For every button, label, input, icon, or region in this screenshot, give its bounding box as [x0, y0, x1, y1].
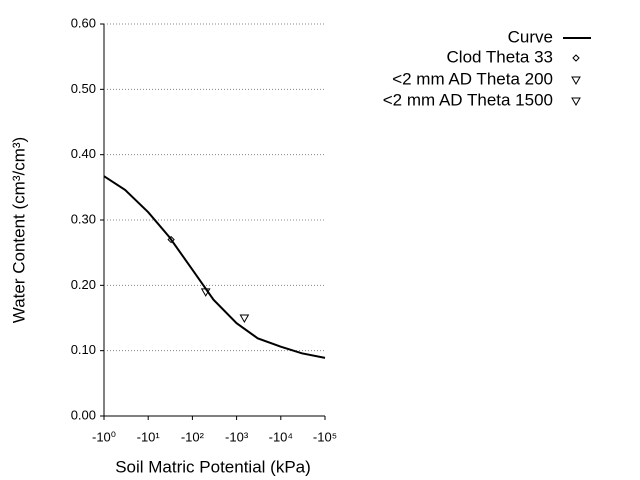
- y-tick-label: 0.50: [71, 81, 96, 96]
- data-point: [200, 288, 211, 297]
- legend-marker: [572, 54, 580, 62]
- x-tick-label: -10²: [181, 429, 205, 444]
- x-tick-label: -10⁵: [313, 429, 337, 444]
- legend-label: Clod Theta 33: [447, 47, 553, 66]
- y-tick-label: 0.30: [71, 211, 96, 226]
- legend-marker: [571, 97, 581, 107]
- data-point: [239, 314, 250, 324]
- x-tick-label: -10⁴: [269, 429, 293, 444]
- x-tick-label: -10¹: [137, 429, 161, 444]
- x-axis-label: Soil Matric Potential (kPa): [115, 457, 311, 476]
- curve: [103, 175, 326, 359]
- x-tick-label: -10⁰: [92, 429, 116, 444]
- legend-label: <2 mm AD Theta 1500: [383, 90, 553, 109]
- y-tick-label: 0.00: [71, 407, 96, 422]
- x-tick-label: -10³: [225, 429, 249, 444]
- y-tick-label: 0.20: [71, 277, 96, 292]
- legend-marker: [571, 76, 581, 86]
- legend-label: <2 mm AD Theta 200: [392, 69, 553, 88]
- data-point: [167, 235, 175, 244]
- y-axis-label: Water Content (cm³/cm³): [9, 137, 28, 323]
- y-tick-label: 0.10: [71, 342, 96, 357]
- legend-label: Curve: [508, 27, 553, 46]
- y-tick-label: 0.40: [71, 146, 96, 161]
- y-tick-label: 0.60: [71, 15, 96, 30]
